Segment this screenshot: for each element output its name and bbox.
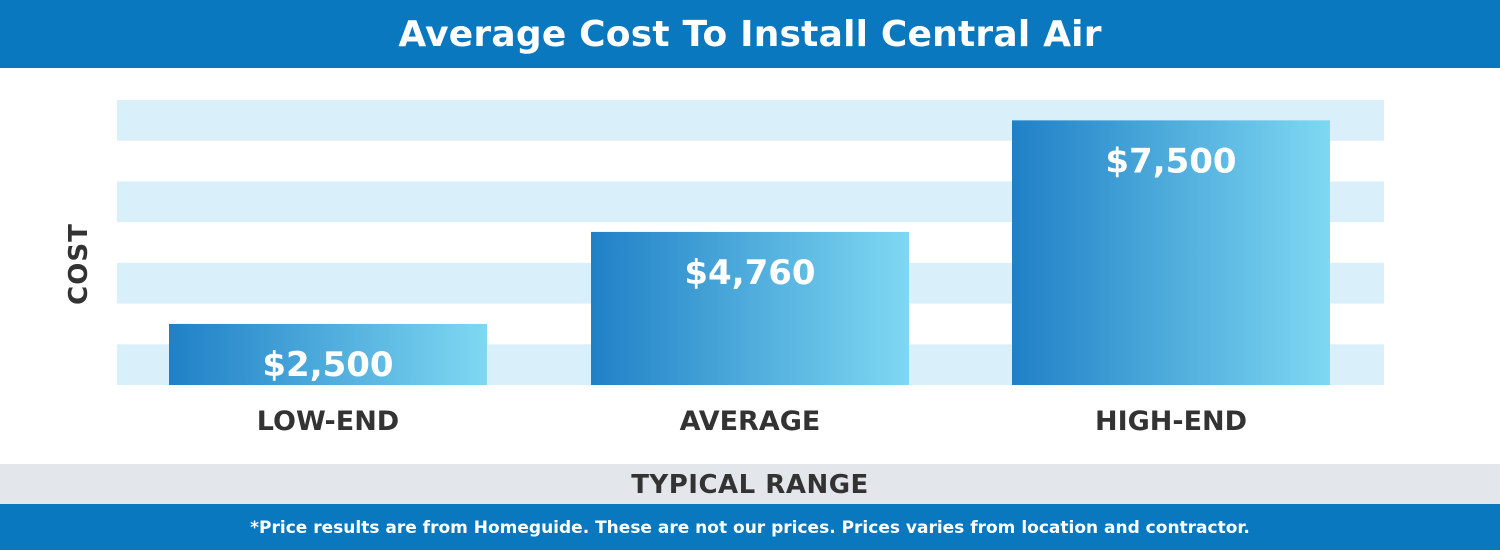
bar-value-label: $7,500 (1105, 141, 1236, 181)
plot-area: $2,500 LOW-END $4,760 AVERAGE $7,500 HIGH-END (0, 68, 1500, 464)
x-axis-label: TYPICAL RANGE (0, 464, 1500, 504)
x-tick-label: HIGH-END (1095, 406, 1247, 437)
bar-value-label: $2,500 (262, 345, 393, 385)
bar-average (591, 231, 909, 385)
chart-title: Average Cost To Install Central Air (0, 0, 1500, 68)
y-axis-label: COST (64, 223, 94, 305)
bar-chart: $2,500 LOW-END $4,760 AVERAGE $7,500 HIGH-END (117, 100, 1384, 437)
x-tick-label: AVERAGE (680, 406, 821, 437)
bar-value-label: $4,760 (684, 253, 815, 293)
bar-low-end (169, 323, 487, 385)
x-tick-label: LOW-END (257, 406, 399, 437)
bar-high-end (1012, 120, 1330, 385)
footer-note: *Price results are from Homeguide. These… (0, 504, 1500, 550)
